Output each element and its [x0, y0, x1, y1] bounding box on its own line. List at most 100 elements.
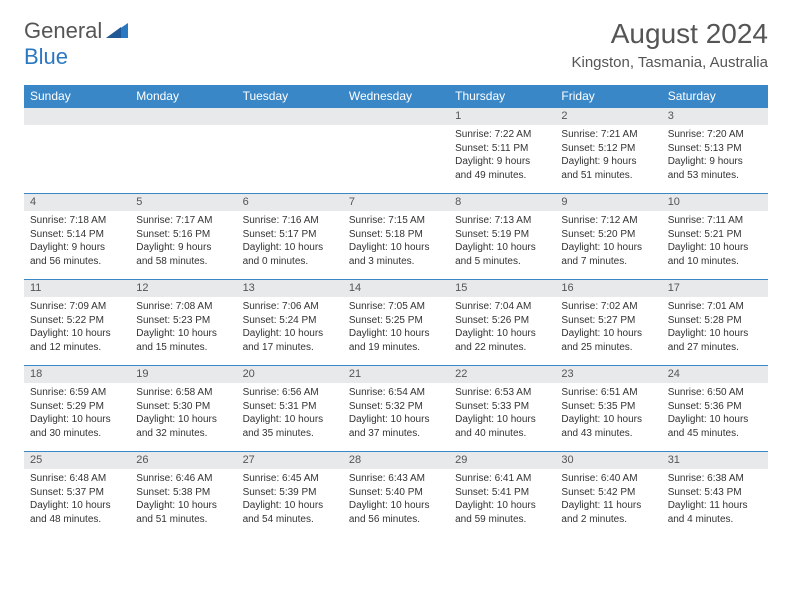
day-number-bar: 9 — [555, 194, 661, 211]
sunset-line: Sunset: 5:25 PM — [349, 314, 443, 328]
day-number-bar — [237, 108, 343, 125]
sunset-line: Sunset: 5:26 PM — [455, 314, 549, 328]
day-details: Sunrise: 7:17 AMSunset: 5:16 PMDaylight:… — [130, 211, 236, 271]
calendar-day-cell: 15Sunrise: 7:04 AMSunset: 5:26 PMDayligh… — [449, 280, 555, 366]
sunrise-line: Sunrise: 6:38 AM — [668, 472, 762, 486]
day-details: Sunrise: 7:16 AMSunset: 5:17 PMDaylight:… — [237, 211, 343, 271]
month-title: August 2024 — [571, 18, 768, 50]
calendar-day-cell: 19Sunrise: 6:58 AMSunset: 5:30 PMDayligh… — [130, 366, 236, 452]
calendar-week-row: 1Sunrise: 7:22 AMSunset: 5:11 PMDaylight… — [24, 108, 768, 194]
day-number-bar: 24 — [662, 366, 768, 383]
calendar-day-cell: 22Sunrise: 6:53 AMSunset: 5:33 PMDayligh… — [449, 366, 555, 452]
daylight-line: Daylight: 10 hours and 22 minutes. — [455, 327, 549, 354]
sunset-line: Sunset: 5:41 PM — [455, 486, 549, 500]
sunset-line: Sunset: 5:43 PM — [668, 486, 762, 500]
calendar-day-cell: 18Sunrise: 6:59 AMSunset: 5:29 PMDayligh… — [24, 366, 130, 452]
title-block: August 2024 Kingston, Tasmania, Australi… — [571, 18, 768, 71]
logo-text-blue: Blue — [24, 44, 68, 69]
sunrise-line: Sunrise: 7:05 AM — [349, 300, 443, 314]
sunrise-line: Sunrise: 7:20 AM — [668, 128, 762, 142]
sunset-line: Sunset: 5:21 PM — [668, 228, 762, 242]
daylight-line: Daylight: 11 hours and 4 minutes. — [668, 499, 762, 526]
weekday-header: Monday — [130, 85, 236, 108]
sunrise-line: Sunrise: 7:18 AM — [30, 214, 124, 228]
calendar-week-row: 11Sunrise: 7:09 AMSunset: 5:22 PMDayligh… — [24, 280, 768, 366]
day-details: Sunrise: 6:59 AMSunset: 5:29 PMDaylight:… — [24, 383, 130, 443]
calendar-day-cell: 3Sunrise: 7:20 AMSunset: 5:13 PMDaylight… — [662, 108, 768, 194]
day-number-bar: 5 — [130, 194, 236, 211]
day-number-bar: 31 — [662, 452, 768, 469]
day-details: Sunrise: 6:54 AMSunset: 5:32 PMDaylight:… — [343, 383, 449, 443]
daylight-line: Daylight: 10 hours and 51 minutes. — [136, 499, 230, 526]
sunrise-line: Sunrise: 7:13 AM — [455, 214, 549, 228]
sunset-line: Sunset: 5:35 PM — [561, 400, 655, 414]
calendar-day-cell: 7Sunrise: 7:15 AMSunset: 5:18 PMDaylight… — [343, 194, 449, 280]
sunset-line: Sunset: 5:31 PM — [243, 400, 337, 414]
day-number-bar: 25 — [24, 452, 130, 469]
calendar-day-cell: 8Sunrise: 7:13 AMSunset: 5:19 PMDaylight… — [449, 194, 555, 280]
sunset-line: Sunset: 5:24 PM — [243, 314, 337, 328]
daylight-line: Daylight: 10 hours and 17 minutes. — [243, 327, 337, 354]
calendar-day-cell: 24Sunrise: 6:50 AMSunset: 5:36 PMDayligh… — [662, 366, 768, 452]
day-details: Sunrise: 7:21 AMSunset: 5:12 PMDaylight:… — [555, 125, 661, 185]
sunrise-line: Sunrise: 7:02 AM — [561, 300, 655, 314]
day-details: Sunrise: 7:09 AMSunset: 5:22 PMDaylight:… — [24, 297, 130, 357]
sunrise-line: Sunrise: 6:58 AM — [136, 386, 230, 400]
calendar-day-cell — [24, 108, 130, 194]
calendar-day-cell: 26Sunrise: 6:46 AMSunset: 5:38 PMDayligh… — [130, 452, 236, 538]
day-details: Sunrise: 7:01 AMSunset: 5:28 PMDaylight:… — [662, 297, 768, 357]
calendar-body: 1Sunrise: 7:22 AMSunset: 5:11 PMDaylight… — [24, 108, 768, 538]
daylight-line: Daylight: 10 hours and 56 minutes. — [349, 499, 443, 526]
daylight-line: Daylight: 10 hours and 0 minutes. — [243, 241, 337, 268]
daylight-line: Daylight: 9 hours and 53 minutes. — [668, 155, 762, 182]
sunrise-line: Sunrise: 6:40 AM — [561, 472, 655, 486]
sunset-line: Sunset: 5:22 PM — [30, 314, 124, 328]
day-number-bar — [343, 108, 449, 125]
weekday-header: Tuesday — [237, 85, 343, 108]
day-details: Sunrise: 6:43 AMSunset: 5:40 PMDaylight:… — [343, 469, 449, 529]
sunset-line: Sunset: 5:16 PM — [136, 228, 230, 242]
daylight-line: Daylight: 10 hours and 5 minutes. — [455, 241, 549, 268]
day-number-bar: 16 — [555, 280, 661, 297]
weekday-header: Friday — [555, 85, 661, 108]
calendar-day-cell: 20Sunrise: 6:56 AMSunset: 5:31 PMDayligh… — [237, 366, 343, 452]
daylight-line: Daylight: 10 hours and 3 minutes. — [349, 241, 443, 268]
calendar-week-row: 18Sunrise: 6:59 AMSunset: 5:29 PMDayligh… — [24, 366, 768, 452]
calendar-day-cell: 13Sunrise: 7:06 AMSunset: 5:24 PMDayligh… — [237, 280, 343, 366]
sunrise-line: Sunrise: 7:16 AM — [243, 214, 337, 228]
sunrise-line: Sunrise: 7:06 AM — [243, 300, 337, 314]
daylight-line: Daylight: 10 hours and 59 minutes. — [455, 499, 549, 526]
sunset-line: Sunset: 5:27 PM — [561, 314, 655, 328]
sunrise-line: Sunrise: 6:45 AM — [243, 472, 337, 486]
calendar-day-cell: 12Sunrise: 7:08 AMSunset: 5:23 PMDayligh… — [130, 280, 236, 366]
daylight-line: Daylight: 10 hours and 30 minutes. — [30, 413, 124, 440]
day-number-bar: 20 — [237, 366, 343, 383]
day-details: Sunrise: 7:08 AMSunset: 5:23 PMDaylight:… — [130, 297, 236, 357]
calendar-day-cell — [343, 108, 449, 194]
sunset-line: Sunset: 5:17 PM — [243, 228, 337, 242]
daylight-line: Daylight: 10 hours and 12 minutes. — [30, 327, 124, 354]
daylight-line: Daylight: 9 hours and 51 minutes. — [561, 155, 655, 182]
calendar-day-cell: 30Sunrise: 6:40 AMSunset: 5:42 PMDayligh… — [555, 452, 661, 538]
sunset-line: Sunset: 5:18 PM — [349, 228, 443, 242]
daylight-line: Daylight: 10 hours and 7 minutes. — [561, 241, 655, 268]
day-number-bar: 4 — [24, 194, 130, 211]
sunset-line: Sunset: 5:12 PM — [561, 142, 655, 156]
day-number-bar: 11 — [24, 280, 130, 297]
sunset-line: Sunset: 5:39 PM — [243, 486, 337, 500]
day-details: Sunrise: 6:56 AMSunset: 5:31 PMDaylight:… — [237, 383, 343, 443]
weekday-header: Sunday — [24, 85, 130, 108]
sunrise-line: Sunrise: 6:50 AM — [668, 386, 762, 400]
sunrise-line: Sunrise: 7:12 AM — [561, 214, 655, 228]
weekday-header: Thursday — [449, 85, 555, 108]
calendar-day-cell: 14Sunrise: 7:05 AMSunset: 5:25 PMDayligh… — [343, 280, 449, 366]
daylight-line: Daylight: 10 hours and 35 minutes. — [243, 413, 337, 440]
day-number-bar: 23 — [555, 366, 661, 383]
logo-text-general: General — [24, 18, 102, 44]
sunrise-line: Sunrise: 7:08 AM — [136, 300, 230, 314]
daylight-line: Daylight: 10 hours and 10 minutes. — [668, 241, 762, 268]
logo-triangle-icon — [106, 20, 128, 43]
sunrise-line: Sunrise: 6:59 AM — [30, 386, 124, 400]
sunrise-line: Sunrise: 7:21 AM — [561, 128, 655, 142]
sunset-line: Sunset: 5:13 PM — [668, 142, 762, 156]
